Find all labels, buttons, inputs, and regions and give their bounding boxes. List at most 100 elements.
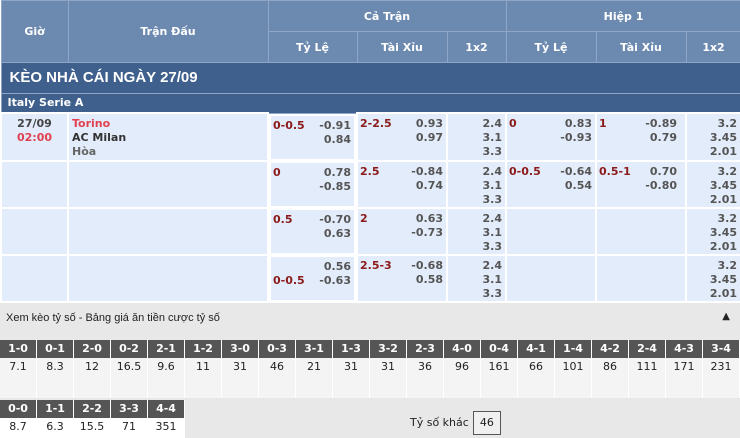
h1-1x2-cell[interactable]: 3.2 3.45 2.01	[685, 253, 740, 303]
score-box[interactable]: 0-0 8.7	[0, 399, 37, 438]
score-box[interactable]: 3-4 231	[703, 339, 740, 398]
score-box[interactable]: 3-2 31	[370, 339, 407, 398]
ft-over-under-cell[interactable]: 2.5 -0.84 0.74	[356, 159, 448, 209]
score-odds: 16.5	[116, 359, 142, 373]
odds-home: -0.70	[319, 212, 351, 226]
h1-handicap-cell[interactable]: 0-0.5 -0.64 0.54	[505, 159, 598, 209]
odds-over: 0.70	[649, 164, 678, 178]
ou-line: 2-2.5	[360, 117, 392, 130]
score-row-1: 1-0 7.1 0-1 8.3 2-0 12 0-2 16.5 2-1 9.6 1-2 11 3-0 31…	[0, 339, 740, 398]
score-odds: 31	[344, 359, 358, 373]
ft-1x2-cell[interactable]: 2.4 3.1 3.3	[445, 206, 508, 256]
h1-handicap-cell[interactable]: 0 0.83 -0.93	[505, 112, 598, 162]
h1-over-under-cell[interactable]: 1 -0.89 0.79	[595, 112, 688, 162]
score-box[interactable]: 1-0 7.1	[0, 339, 37, 398]
ft-handicap-cell[interactable]: 0-0.5 0.56 -0.63	[269, 254, 356, 302]
odds-row: 0.5 -0.70 0.63 2 0.63 -0.73 2.4 3.1 3.3 3.2 3.4…	[0, 206, 740, 256]
score-odds: 71	[122, 419, 136, 433]
score-odds: 66	[529, 359, 543, 373]
odds-row: 27/09 02:00 Torino AC Milan Hòa 0-0.5 -0.91 0…	[0, 112, 740, 162]
ft-handicap-cell[interactable]: 0.5 -0.70 0.63	[269, 207, 356, 255]
score-box[interactable]: 3-3 71	[111, 399, 148, 438]
score-box[interactable]: 4-1 66	[518, 339, 555, 398]
score-box[interactable]: 2-2 15.5	[74, 399, 111, 438]
score-box[interactable]: 4-3 171	[666, 339, 703, 398]
score-odds: 15.5	[79, 419, 105, 433]
score-box[interactable]: 0-4 161	[481, 339, 518, 398]
ft-over-under-cell[interactable]: 2.5-3 -0.68 0.58	[356, 253, 448, 303]
header-h1-handicap: Tỷ Lệ	[505, 31, 597, 63]
score-box[interactable]: 1-3 31	[333, 339, 370, 398]
h1-over-under-cell[interactable]: 0.5-1 0.70 -0.80	[595, 159, 688, 209]
ft-handicap-cell[interactable]: 0-0.5 -0.91 0.84	[269, 113, 356, 161]
odds-away: 0.84	[323, 132, 351, 146]
ft-1x2-cell[interactable]: 2.4 3.1 3.3	[445, 253, 508, 303]
score-odds: 21	[307, 359, 321, 373]
other-score-label: Tỷ số khác	[410, 416, 469, 429]
score-row-2: 0-0 8.7 1-1 6.3 2-2 15.5 3-3 71 4-4 351	[0, 399, 185, 438]
h1-1x2-cell[interactable]: 3.2 3.45 2.01	[685, 159, 740, 209]
handicap-line: 0-0.5	[273, 273, 305, 287]
odds-under: -0.73	[411, 225, 443, 239]
odds-under: -0.80	[645, 178, 678, 192]
score-label: 2-4	[629, 339, 665, 358]
score-box[interactable]: 0-2 16.5	[111, 339, 148, 398]
score-label: 4-4	[148, 399, 184, 418]
h1-handicap-cell[interactable]	[505, 253, 598, 303]
ou-line: 2.5	[360, 164, 380, 178]
score-box[interactable]: 2-4 111	[629, 339, 666, 398]
score-box[interactable]: 0-3 46	[259, 339, 296, 398]
ft-1x2-cell[interactable]: 2.4 3.1 3.3	[445, 159, 508, 209]
score-label: 2-3	[407, 339, 443, 358]
ou-line: 2	[360, 211, 368, 225]
h1-1x2-cell[interactable]: 3.2 3.45 2.01	[685, 112, 740, 162]
score-label: 1-2	[185, 339, 221, 358]
h1-1x2-cell[interactable]: 3.2 3.45 2.01	[685, 206, 740, 256]
collapse-arrow-icon[interactable]: ▲	[722, 310, 730, 322]
odds-home: 0.78	[323, 165, 351, 179]
ou-line: 0.5-1	[599, 164, 631, 178]
score-box[interactable]: 2-1 9.6	[148, 339, 185, 398]
match-cell	[67, 253, 269, 303]
odds-x: 3.45	[709, 178, 738, 192]
score-label: 1-0	[0, 339, 36, 358]
h1-over-under-cell[interactable]	[595, 206, 688, 256]
odds-over: -0.84	[411, 164, 443, 178]
score-box[interactable]: 1-4 101	[555, 339, 592, 398]
score-box[interactable]: 2-3 36	[407, 339, 444, 398]
h1-over-under-cell[interactable]	[595, 253, 688, 303]
score-box[interactable]: 4-4 351	[148, 399, 185, 438]
odds-x: 3.1	[482, 131, 503, 144]
time-cell: 27/09 02:00	[0, 112, 69, 162]
score-box[interactable]: 1-1 6.3	[37, 399, 74, 438]
ft-1x2-cell[interactable]: 2.4 3.1 3.3	[445, 112, 508, 162]
odds-away: -0.93	[560, 131, 593, 144]
header-match: Trận Đấu	[67, 0, 269, 63]
odds-2: 2.01	[709, 192, 738, 206]
ft-over-under-cell[interactable]: 2-2.5 0.93 0.97	[356, 112, 448, 162]
ft-over-under-cell[interactable]: 2 0.63 -0.73	[356, 206, 448, 256]
correct-score-title[interactable]: Xem kèo tỷ số - Bảng giá ăn tiền cược tỷ…	[6, 311, 220, 324]
score-box[interactable]: 0-1 8.3	[37, 339, 74, 398]
score-box[interactable]: 2-0 12	[74, 339, 111, 398]
odds-home: 0.56	[323, 259, 351, 273]
score-label: 3-0	[222, 339, 258, 358]
score-label: 4-1	[518, 339, 554, 358]
odds-2: 3.3	[482, 286, 503, 300]
correct-score-section: Xem kèo tỷ số - Bảng giá ăn tiền cược tỷ…	[0, 302, 740, 438]
ou-line: 1	[599, 117, 607, 130]
score-box[interactable]: 1-2 11	[185, 339, 222, 398]
score-box[interactable]: 3-1 21	[296, 339, 333, 398]
h1-handicap-cell[interactable]	[505, 206, 598, 256]
odds-row: 0 0.78 -0.85 2.5 -0.84 0.74 2.4 3.1 3.3 0-0.5 -…	[0, 159, 740, 209]
handicap-line: 0.5	[273, 212, 293, 226]
time-cell	[0, 159, 69, 209]
score-box[interactable]: 4-2 86	[592, 339, 629, 398]
score-box[interactable]: 3-0 31	[222, 339, 259, 398]
score-odds: 9.6	[157, 359, 175, 373]
score-label: 4-3	[666, 339, 702, 358]
score-box[interactable]: 4-0 96	[444, 339, 481, 398]
score-odds: 36	[418, 359, 432, 373]
ft-handicap-cell[interactable]: 0 0.78 -0.85	[269, 160, 356, 208]
score-label: 0-4	[481, 339, 517, 358]
